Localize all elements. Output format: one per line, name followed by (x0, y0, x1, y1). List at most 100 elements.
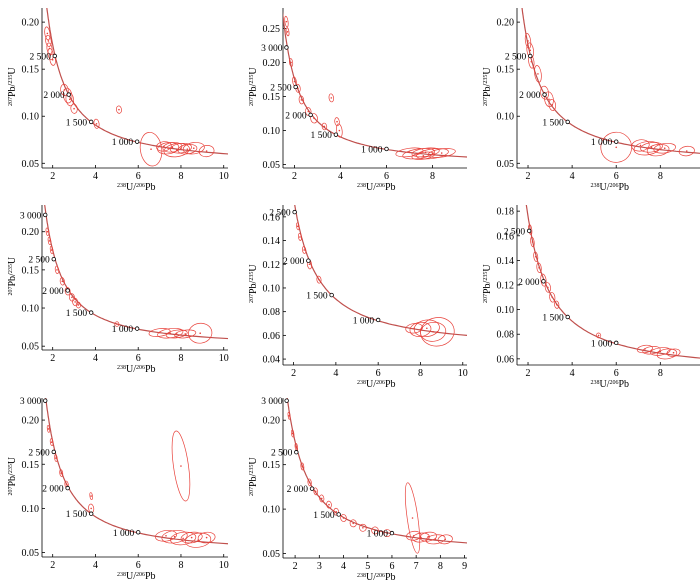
y-tick-label: 0.20 (263, 58, 281, 69)
ellipse-center (420, 536, 422, 539)
ellipse-center (531, 241, 534, 243)
x-tick-label: 4 (341, 561, 346, 572)
ellipse-center (192, 147, 195, 150)
x-tick-label: 10 (219, 171, 229, 182)
ellipse-center (426, 327, 428, 330)
ellipse-center (551, 104, 554, 106)
age-marker (66, 92, 71, 97)
plot-area (44, 8, 228, 167)
panel-1: 2 4 6 8 10 0.05 0.10 0.15 0.20 238U/206Pb 207Pb/23… (7, 8, 229, 193)
ellipse-center (318, 278, 320, 281)
x-tick-label: 4 (93, 560, 98, 571)
age-marker (384, 146, 389, 152)
ellipse-center (47, 40, 50, 42)
age-marker (88, 511, 94, 516)
error-ellipse (316, 275, 322, 284)
age-marker (294, 450, 299, 455)
ellipse-center (286, 31, 289, 33)
error-ellipse (64, 287, 71, 296)
ellipse-center (190, 536, 193, 539)
age-label: 2 000 (287, 485, 309, 495)
ellipse-center (639, 144, 642, 147)
ellipse-center (50, 249, 53, 251)
age-label: 2 500 (28, 256, 50, 266)
age-marker (526, 228, 532, 234)
age-marker (542, 92, 547, 97)
ellipse-center (46, 230, 49, 233)
age-label: 1 000 (361, 145, 383, 155)
error-ellipse (307, 478, 312, 487)
x-tick-label: 4 (93, 171, 98, 182)
error-ellipse (59, 469, 64, 477)
concordia-curve (46, 8, 228, 155)
y-tick-label: 0.10 (263, 283, 281, 294)
y-tick-label: 0.20 (22, 227, 40, 238)
error-ellipse (139, 131, 163, 167)
ellipse-center (116, 323, 118, 325)
error-ellipse (596, 332, 602, 339)
y-tick-label: 0.05 (22, 342, 40, 353)
x-tick-label: 10 (458, 368, 468, 379)
ellipse-center (342, 517, 345, 519)
error-ellipse (646, 143, 670, 157)
ellipse-center (529, 49, 532, 52)
error-ellipse (89, 492, 93, 500)
age-label: 2 000 (43, 91, 65, 101)
ellipse-center (335, 510, 338, 513)
error-ellipse (54, 454, 58, 462)
error-ellipse (170, 142, 192, 154)
ellipse-center (411, 517, 414, 519)
x-tick-label: 2 (526, 171, 531, 182)
ellipse-center (615, 146, 618, 149)
error-ellipse (47, 236, 52, 246)
ellipse-center (537, 73, 539, 75)
error-ellipse (163, 143, 190, 158)
x-tick-label: 6 (376, 368, 381, 379)
age-label: 2 000 (42, 485, 64, 495)
y-tick-label: 0.10 (263, 126, 281, 137)
age-label: 2 000 (285, 111, 307, 121)
age-marker (336, 512, 341, 517)
error-ellipse (157, 142, 180, 155)
y-axis-label: 207Pb/235U (248, 457, 259, 496)
x-tick-label: 2 (292, 171, 297, 182)
error-ellipse (49, 245, 54, 255)
ellipse-center (65, 483, 68, 486)
age-marker (306, 258, 311, 263)
error-ellipse (678, 145, 695, 157)
ellipse-center (320, 497, 323, 500)
age-marker (52, 53, 58, 59)
age-marker (284, 398, 289, 403)
error-ellipse (180, 531, 203, 544)
error-ellipse (321, 122, 328, 131)
error-ellipse (148, 328, 171, 337)
y-axis-label: 207Pb/235U (7, 456, 18, 495)
age-label: 1 500 (66, 118, 88, 128)
age-label: 1 500 (66, 510, 88, 520)
x-tick-label: 10 (219, 560, 229, 571)
error-ellipse (93, 118, 100, 129)
error-ellipse (45, 34, 52, 47)
ellipse-center (555, 303, 558, 306)
y-tick-label: 0.12 (497, 281, 515, 292)
error-ellipse (296, 222, 300, 231)
age-marker (43, 212, 48, 218)
error-ellipse (284, 15, 289, 28)
y-tick-label: 0.05 (263, 160, 281, 171)
error-ellipse (45, 227, 50, 236)
age-marker (565, 119, 570, 125)
error-ellipse (548, 98, 556, 111)
ellipse-center (657, 149, 659, 151)
error-ellipse (549, 292, 556, 303)
x-tick-label: 2 (526, 368, 531, 379)
ellipse-center (55, 457, 57, 459)
error-ellipse (404, 482, 421, 554)
age-marker (614, 139, 619, 144)
ellipse-center (56, 269, 58, 271)
y-axis-label: 207Pb/235U (7, 67, 18, 106)
x-tick-label: 8 (418, 368, 423, 379)
age-label: 1 500 (306, 292, 328, 302)
age-label: 3 000 (261, 44, 283, 54)
age-marker (565, 314, 570, 320)
ellipse-center (150, 148, 152, 150)
